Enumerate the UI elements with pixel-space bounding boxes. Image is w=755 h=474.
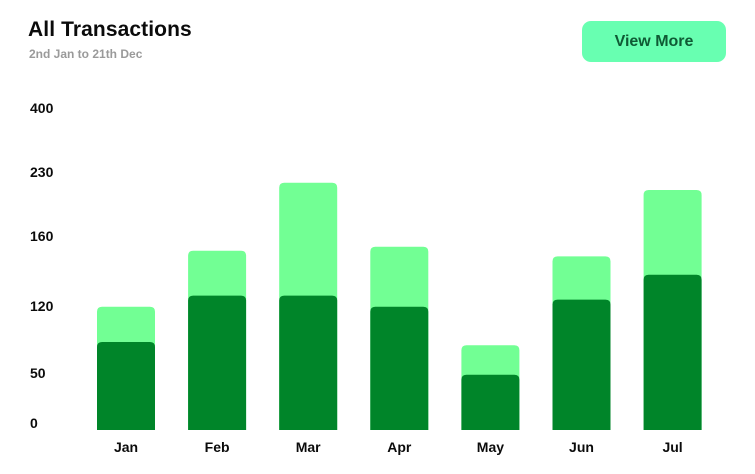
bar-lower-jun[interactable]: [552, 299, 611, 430]
bar-lower-jul[interactable]: [643, 274, 702, 430]
x-tick-label-apr: Apr: [387, 439, 412, 455]
page-title: All Transactions: [28, 18, 192, 41]
bar-lower-apr[interactable]: [370, 306, 429, 430]
x-tick-label-jul: Jul: [662, 439, 682, 455]
y-tick-label: 50: [30, 365, 46, 381]
bar-lower-feb[interactable]: [188, 295, 247, 430]
x-tick-label-jan: Jan: [114, 439, 138, 455]
bars: [97, 182, 702, 430]
x-axis: Jan Feb Mar Apr May Jun Jul: [114, 439, 683, 455]
bar-lower-jan[interactable]: [97, 342, 155, 430]
y-tick-label: 160: [30, 228, 54, 244]
x-tick-label-jun: Jun: [569, 439, 594, 455]
y-axis: 0 50 120 160 230 400: [30, 100, 54, 431]
bar-lower-may[interactable]: [461, 374, 520, 430]
x-tick-label-feb: Feb: [205, 439, 230, 455]
y-tick-label: 400: [30, 100, 54, 116]
y-tick-label: 230: [30, 164, 54, 180]
y-tick-label: 120: [30, 298, 54, 314]
bar-lower-mar[interactable]: [279, 295, 338, 430]
x-tick-label-may: May: [477, 439, 504, 455]
x-tick-label-mar: Mar: [296, 439, 321, 455]
view-more-button[interactable]: View More: [582, 21, 726, 62]
date-range-subtitle: 2nd Jan to 21th Dec: [29, 47, 143, 61]
y-tick-label: 0: [30, 415, 38, 431]
